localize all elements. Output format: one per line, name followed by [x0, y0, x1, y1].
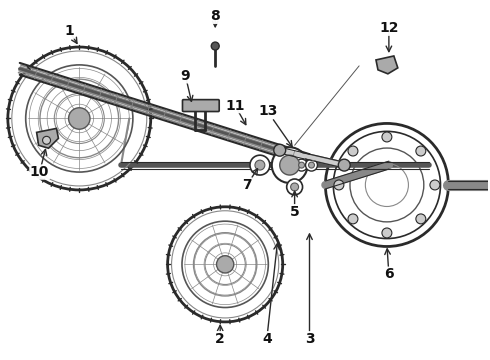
Circle shape	[298, 162, 305, 168]
Circle shape	[280, 155, 299, 175]
Circle shape	[430, 180, 440, 190]
Polygon shape	[37, 129, 58, 148]
Circle shape	[69, 108, 90, 129]
Text: 1: 1	[65, 24, 74, 38]
Text: 7: 7	[242, 178, 252, 192]
Circle shape	[250, 155, 270, 175]
Text: 10: 10	[30, 165, 49, 179]
Text: 5: 5	[290, 205, 299, 219]
Circle shape	[211, 42, 219, 50]
Text: 6: 6	[384, 267, 393, 281]
Text: 2: 2	[215, 332, 225, 346]
FancyBboxPatch shape	[182, 100, 219, 112]
Text: 13: 13	[258, 104, 277, 118]
Circle shape	[272, 147, 308, 183]
Circle shape	[348, 146, 358, 156]
Text: 3: 3	[305, 332, 314, 346]
Circle shape	[255, 160, 265, 170]
Text: 9: 9	[181, 69, 190, 83]
Circle shape	[8, 47, 151, 190]
Circle shape	[382, 228, 392, 238]
Polygon shape	[376, 56, 398, 74]
Text: 11: 11	[225, 99, 245, 113]
Text: 12: 12	[379, 21, 399, 35]
Circle shape	[306, 159, 318, 171]
Circle shape	[348, 214, 358, 224]
Text: 4: 4	[262, 332, 272, 346]
Circle shape	[217, 256, 234, 273]
Circle shape	[309, 162, 315, 168]
Circle shape	[382, 132, 392, 142]
Circle shape	[325, 123, 448, 247]
Circle shape	[43, 136, 50, 144]
Circle shape	[338, 159, 350, 171]
Circle shape	[416, 146, 426, 156]
Circle shape	[274, 144, 286, 156]
Circle shape	[287, 179, 302, 195]
Circle shape	[295, 159, 308, 171]
Circle shape	[416, 214, 426, 224]
Text: 8: 8	[210, 9, 220, 23]
Circle shape	[291, 183, 298, 191]
Circle shape	[168, 207, 283, 322]
Circle shape	[334, 180, 344, 190]
